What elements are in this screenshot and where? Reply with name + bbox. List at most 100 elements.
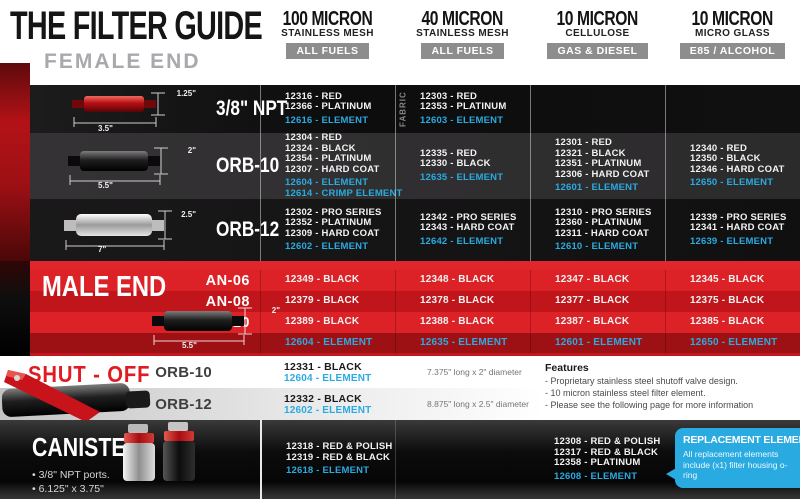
text-line: 12319 - RED & BLACK bbox=[286, 451, 391, 463]
cell-an06-10micron-cellulose: 12347 - BLACK bbox=[530, 270, 665, 291]
canister-illustration bbox=[123, 422, 195, 481]
shut-off-section: ORB-10 12331 - BLACK 12604 - ELEMENT 7.3… bbox=[0, 356, 800, 422]
text-line: 12350 - BLACK bbox=[690, 153, 761, 164]
cell-38npt-40micron: FABRIC 12303 - RED 12353 - PLATINUM 12603… bbox=[395, 85, 530, 133]
cell-38npt-10micron-cellulose-empty bbox=[530, 85, 665, 133]
column-micron-label: 100 MICRON bbox=[282, 8, 373, 30]
part-list: 12301 - RED 12321 - BLACK 12351 - PLATINUM… bbox=[555, 138, 665, 180]
part-list: 12316 - RED 12366 - PLATINUM bbox=[285, 91, 395, 113]
callout-title: REPLACEMENT ELEMENTS bbox=[683, 434, 800, 446]
text-line: 12340 - RED bbox=[690, 142, 748, 154]
part-number: 12378 - BLACK bbox=[420, 295, 495, 307]
cell-shutoff-orb10: 12331 - BLACK 12604 - ELEMENT bbox=[260, 356, 395, 388]
features-title: Features bbox=[545, 362, 589, 374]
text-line: 12610 - ELEMENT bbox=[555, 241, 639, 252]
canister-label-cell: CANISTER • 3/8" NPT ports. • 6.125" x 3.7… bbox=[0, 420, 260, 499]
element-list: 12601 - ELEMENT bbox=[555, 183, 665, 194]
cell-orb12-40micron: 12342 - PRO SERIES 12343 - HARD COAT 1264… bbox=[395, 199, 530, 261]
text-line: 12639 - ELEMENT bbox=[690, 235, 774, 247]
text-line: 12614 - CRIMP ELEMENT bbox=[285, 187, 403, 199]
text-line: 12309 - HARD COAT bbox=[285, 227, 380, 239]
part-list: 12318 - RED & POLISH 12319 - RED & BLACK bbox=[286, 442, 395, 463]
dim-length: 3.5" bbox=[98, 124, 113, 133]
cell-male-element-10micron-microglass: 12650 - ELEMENT bbox=[665, 333, 800, 353]
text-line: 12602 - ELEMENT bbox=[285, 241, 369, 252]
text-line: 12307 - HARD COAT bbox=[285, 163, 380, 175]
element-list: 12642 - ELEMENT bbox=[420, 236, 530, 248]
shutoff-valve-illustration bbox=[2, 370, 151, 422]
text-line: 12351 - PLATINUM bbox=[555, 158, 642, 170]
part-list: 12342 - PRO SERIES 12343 - HARD COAT bbox=[420, 211, 530, 234]
silver-filter-illustration: 2.5" 7" bbox=[54, 207, 202, 254]
dim-height: 2" bbox=[271, 306, 280, 315]
text-line: 12352 - PLATINUM bbox=[285, 217, 372, 228]
part-number: 12377 - BLACK bbox=[555, 295, 630, 307]
column-media-label: MICRO GLASS bbox=[695, 28, 770, 39]
replacement-elements-callout: REPLACEMENT ELEMENTS All replacement ele… bbox=[666, 428, 800, 488]
element-list: 12618 - ELEMENT bbox=[286, 466, 395, 477]
fuel-badge: ALL FUELS bbox=[286, 43, 369, 59]
part-number: 12345 - BLACK bbox=[690, 274, 765, 286]
element-number: 12602 - ELEMENT bbox=[284, 404, 372, 416]
row-label-cell: 1.25" 3.5" 3/8" NPT bbox=[30, 85, 287, 133]
text-line: 12342 - PRO SERIES bbox=[420, 211, 517, 223]
cell-orb12-10micron-microglass: 12339 - PRO SERIES 12341 - HARD COAT 1263… bbox=[665, 199, 800, 261]
text-line: • 6.125" x 3.75" bbox=[32, 483, 104, 495]
text-line: 12366 - PLATINUM bbox=[285, 101, 372, 113]
text-line: 12335 - RED bbox=[420, 147, 478, 159]
text-line: 12346 - HARD COAT bbox=[690, 163, 785, 175]
column-header-100-micron: 100 MICRON STAINLESS MESH ALL FUELS bbox=[260, 8, 395, 59]
cell-an08-10micron-microglass: 12375 - BLACK bbox=[665, 291, 800, 312]
fuel-badge: ALL FUELS bbox=[421, 43, 504, 59]
cell-an06-40micron: 12348 - BLACK bbox=[395, 270, 530, 291]
row-label-cell: 2.5" 7" ORB-12 bbox=[30, 199, 279, 261]
features-block: Features - Proprietary stainless steel s… bbox=[545, 362, 795, 411]
canister-title: CANISTER bbox=[32, 432, 141, 462]
text-line: 12303 - RED bbox=[420, 90, 478, 102]
text-line: 12616 - ELEMENT bbox=[285, 114, 369, 126]
header: THE FILTER GUIDE FEMALE END 100 MICRON S… bbox=[0, 0, 800, 85]
text-line: 12618 - ELEMENT bbox=[286, 465, 370, 477]
text-line: 12302 - PRO SERIES bbox=[285, 206, 382, 218]
element-number: 12604 - ELEMENT bbox=[284, 372, 372, 384]
male-end-title: MALE END bbox=[42, 271, 167, 303]
size-note: 8.875" long x 2.5" diameter bbox=[427, 399, 529, 409]
text-line: 12650 - ELEMENT bbox=[690, 177, 774, 188]
text-line: 12358 - PLATINUM bbox=[554, 457, 641, 468]
part-number: 12347 - BLACK bbox=[555, 274, 630, 286]
element-number: 12650 - ELEMENT bbox=[690, 336, 778, 348]
text-line: 12635 - ELEMENT bbox=[420, 171, 504, 183]
element-number: 12604 - ELEMENT bbox=[285, 336, 373, 348]
element-list: 12603 - ELEMENT bbox=[420, 115, 530, 127]
cell-an10-10micron-microglass: 12385 - BLACK bbox=[665, 312, 800, 333]
size-note: 7.375" long x 2" diameter bbox=[427, 367, 522, 377]
fuel-badge: GAS & DIESEL bbox=[547, 43, 648, 59]
cell-shutoff-orb12: 12332 - BLACK 12602 - ELEMENT bbox=[260, 388, 395, 420]
column-micron-label: 40 MICRON bbox=[421, 8, 504, 30]
column-media-label: STAINLESS MESH bbox=[281, 28, 374, 39]
part-list: 12303 - RED 12353 - PLATINUM bbox=[420, 90, 530, 113]
cell-38npt-100micron: 12316 - RED 12366 - PLATINUM 12616 - ELEM… bbox=[260, 85, 395, 133]
row-label: ORB-12 bbox=[155, 395, 212, 413]
cell-orb12-100micron: 12302 - PRO SERIES 12352 - PLATINUM 12309 … bbox=[260, 199, 395, 261]
part-number: 12348 - BLACK bbox=[420, 274, 495, 286]
element-list: 12602 - ELEMENT bbox=[285, 241, 395, 253]
row-label: ORB-12 bbox=[216, 218, 280, 241]
cell-an08-100micron: 12379 - BLACK bbox=[260, 291, 395, 312]
dim-height: 2.5" bbox=[181, 210, 196, 219]
dim-height: 1.25" bbox=[176, 89, 196, 98]
element-list: 12639 - ELEMENT bbox=[690, 235, 800, 248]
part-list: 12335 - RED 12330 - BLACK bbox=[420, 147, 530, 170]
text-line: 12308 - RED & POLISH bbox=[554, 436, 661, 447]
cell-an06-100micron: 12349 - BLACK bbox=[260, 270, 395, 291]
male-row-elements: 12604 - ELEMENT 12635 - ELEMENT 12601 - … bbox=[30, 333, 800, 353]
left-product-strip-black-filter bbox=[0, 261, 30, 356]
row-label: ORB-10 bbox=[216, 154, 280, 177]
text-line: - 10 micron stainless steel filter eleme… bbox=[545, 388, 706, 398]
text-line: 12304 - RED bbox=[285, 132, 343, 143]
cell-orb10-10micron-cellulose: 12301 - RED 12321 - BLACK 12351 - PLATINUM… bbox=[530, 133, 665, 199]
callout-body: All replacement elements include (x1) fi… bbox=[683, 449, 788, 480]
fuel-badge: E85 / ALCOHOL bbox=[679, 43, 786, 59]
cell-an08-10micron-cellulose: 12377 - BLACK bbox=[530, 291, 665, 312]
